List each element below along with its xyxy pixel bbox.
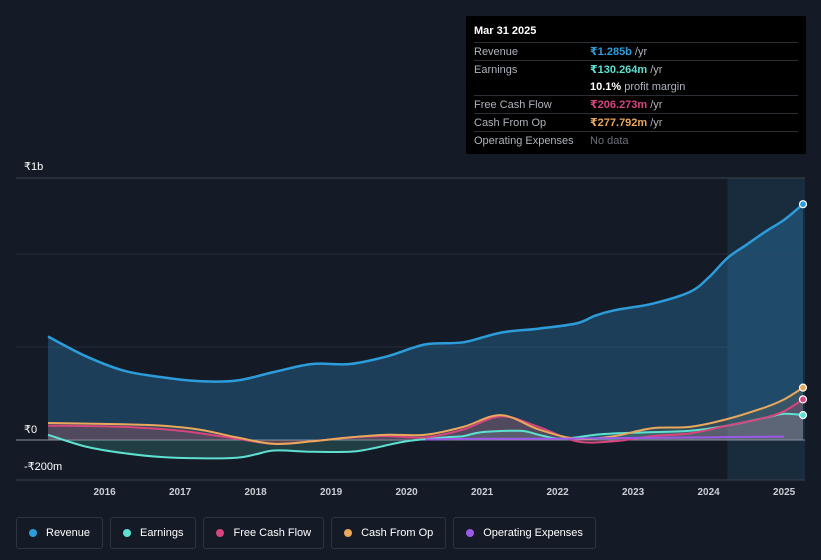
legend-item-revenue[interactable]: Revenue <box>16 517 104 549</box>
tooltip-row-unit: profit margin <box>624 80 686 93</box>
x-tick-label: 2019 <box>320 487 343 498</box>
legend-dot-icon <box>466 529 475 537</box>
series-end-point-cash-from-op <box>798 383 808 392</box>
legend-item-cash-from-op[interactable]: Cash From Op <box>331 517 447 549</box>
series-area-free-cash-flow <box>48 399 803 444</box>
legend-item-earnings[interactable]: Earnings <box>110 517 197 549</box>
tooltip-row: Cash From Op ₹277.792m/yr <box>474 113 798 131</box>
series-end-point-revenue <box>798 200 808 209</box>
tooltip-row: Revenue ₹1.285b/yr <box>474 42 798 60</box>
financial-chart: ₹1b ₹0 -₹200m 2016 2017 2018 2019 2020 2021 20… <box>16 161 808 498</box>
legend-label: Free Cash Flow <box>233 527 312 539</box>
tooltip-row-label: Cash From Op <box>474 116 547 129</box>
series-end-point-earnings <box>798 411 808 420</box>
tooltip-row-value: No data <box>590 134 629 147</box>
series-line-free-cash-flow <box>47 398 804 445</box>
tooltip-row: 10.1% profit margin <box>474 78 798 95</box>
series-area-revenue <box>48 204 803 440</box>
tooltip-row: Free Cash Flow ₹206.273m/yr <box>474 95 798 113</box>
legend-dot-icon <box>344 529 353 537</box>
series-end-point-free-cash-flow <box>798 395 808 404</box>
x-tick-label: 2020 <box>396 487 419 498</box>
y-tick-label-zero: ₹0 <box>24 424 37 436</box>
legend-label: Revenue <box>46 527 91 539</box>
x-tick-label: 2024 <box>698 487 721 498</box>
series-area-cash-from-op <box>48 387 803 445</box>
y-tick-label-top: ₹1b <box>24 161 43 173</box>
tooltip-row-label: Operating Expenses <box>474 134 574 147</box>
tooltip-date: Mar 31 2025 <box>474 25 537 37</box>
legend-label: Earnings <box>140 527 184 539</box>
legend-item-free-cash-flow[interactable]: Free Cash Flow <box>203 517 325 549</box>
tooltip-row-value: ₹130.264m <box>590 64 648 76</box>
tooltip-row-label: Revenue <box>474 45 519 58</box>
tooltip-row-unit: /yr <box>650 98 663 111</box>
x-tick-label: 2025 <box>773 487 796 498</box>
x-tick-label: 2017 <box>169 487 192 498</box>
tooltip-row-unit: /yr <box>634 45 648 58</box>
tooltip-row-value: 10.1% <box>590 80 622 93</box>
tooltip-row: Operating Expenses No data <box>474 131 798 149</box>
legend-dot-icon <box>123 529 132 537</box>
tooltip-panel: Mar 31 2025 Revenue ₹1.285b/yr Earnings ₹13… <box>466 16 806 154</box>
x-tick-label: 2018 <box>245 487 268 498</box>
tooltip-row-label: Earnings <box>474 63 518 76</box>
legend-label: Operating Expenses <box>483 527 583 539</box>
tooltip-row-unit: /yr <box>650 116 663 129</box>
tooltip-row-value: ₹277.792m <box>590 117 648 129</box>
x-tick-label: 2016 <box>94 487 117 498</box>
tooltip-row-unit: /yr <box>650 63 663 76</box>
series-area-earnings <box>48 413 803 459</box>
legend-label: Cash From Op <box>361 527 434 539</box>
x-tick-label: 2021 <box>471 487 494 498</box>
tooltip-row: Earnings ₹130.264m/yr <box>474 60 798 78</box>
x-tick-label: 2023 <box>622 487 645 498</box>
legend-item-operating-expenses[interactable]: Operating Expenses <box>453 517 596 549</box>
tooltip-row-value: ₹1.285b <box>590 46 632 58</box>
tooltip-row-value: ₹206.273m <box>590 99 648 111</box>
y-tick-label-bottom: -₹200m <box>24 461 62 473</box>
legend-dot-icon <box>29 529 37 537</box>
series-line-revenue <box>47 203 804 383</box>
series-line-earnings <box>47 412 804 460</box>
tooltip-row-label: Free Cash Flow <box>474 98 552 111</box>
series-line-operating-expenses <box>425 435 785 441</box>
legend-dot-icon <box>216 529 225 537</box>
forecast-band <box>727 178 805 480</box>
legend: Revenue Earnings Free Cash Flow Cash From O… <box>16 517 596 549</box>
x-tick-label: 2022 <box>547 487 570 498</box>
series-line-cash-from-op <box>47 386 804 446</box>
